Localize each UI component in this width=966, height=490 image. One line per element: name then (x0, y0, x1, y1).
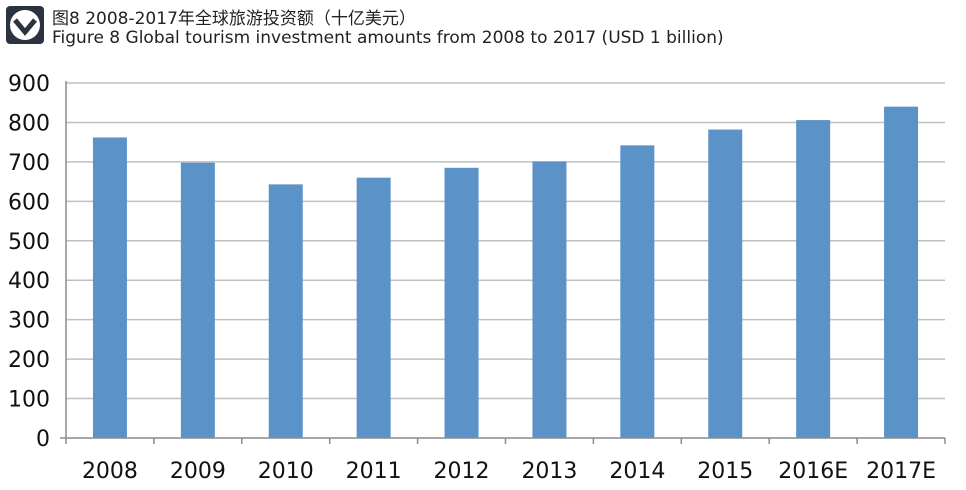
y-tick-label: 300 (8, 309, 50, 334)
y-tick-label: 100 (8, 388, 50, 413)
bar-2012 (444, 167, 479, 439)
bar-2016E (796, 120, 831, 439)
x-tick-label: 2009 (170, 459, 226, 484)
x-tick-label: 2010 (258, 459, 314, 484)
x-tick-label: 2011 (346, 459, 402, 484)
x-tick-label: 2012 (434, 459, 490, 484)
x-tick-label: 2013 (521, 459, 577, 484)
bar-2014 (620, 145, 655, 439)
bar-2010 (268, 184, 303, 438)
bar-2008 (92, 137, 127, 438)
y-tick-label: 600 (8, 190, 50, 215)
bar-2013 (532, 161, 567, 438)
x-tick-label: 2016E (778, 459, 848, 484)
chevron-badge-icon (6, 6, 44, 44)
bar-2017E (884, 106, 919, 439)
y-tick-label: 0 (36, 427, 50, 452)
y-tick-label: 500 (8, 230, 50, 255)
y-tick-label: 800 (8, 111, 50, 136)
bar-2015 (708, 129, 743, 439)
x-tick-label: 2014 (609, 459, 665, 484)
x-tick-label: 2015 (697, 459, 753, 484)
y-tick-label: 400 (8, 269, 50, 294)
chart-title-english: Figure 8 Global tourism investment amoun… (52, 28, 724, 48)
y-tick-label: 700 (8, 151, 50, 176)
y-tick-label: 900 (8, 72, 50, 97)
y-tick-label: 200 (8, 348, 50, 373)
bar-2009 (180, 162, 215, 438)
chart-title-chinese: 图8 2008-2017年全球旅游投资额（十亿美元） (52, 9, 416, 29)
x-tick-label: 2017E (866, 459, 936, 484)
x-tick-label: 2008 (82, 459, 138, 484)
bar-2011 (356, 177, 391, 438)
